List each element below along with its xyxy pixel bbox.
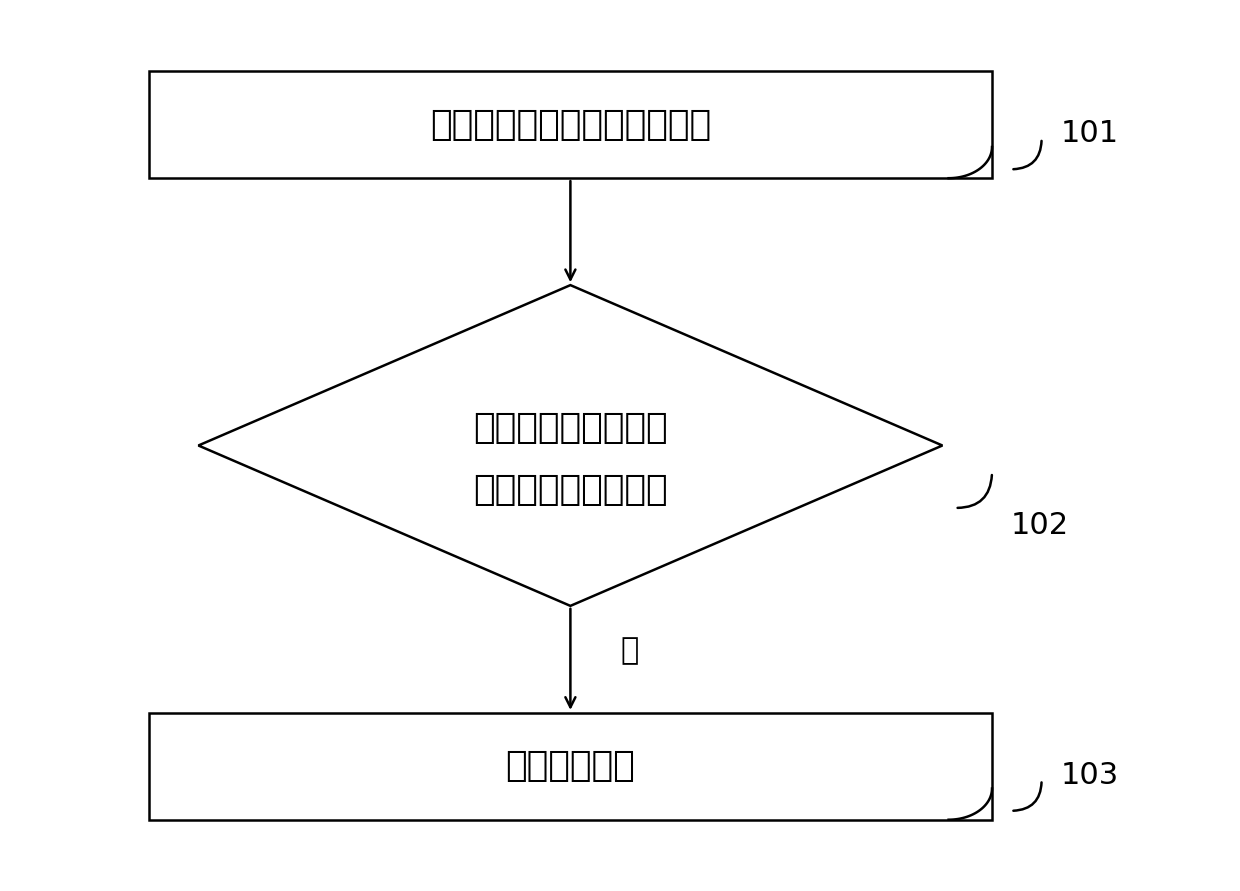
Text: 是: 是 (620, 636, 639, 665)
Text: 否在预设温度范围内: 否在预设温度范围内 (474, 473, 667, 507)
Text: 生成报警信息: 生成报警信息 (506, 749, 635, 783)
Text: 103: 103 (1060, 761, 1118, 789)
Text: 101: 101 (1060, 119, 1118, 148)
Text: 控制器判断温度值是: 控制器判断温度值是 (474, 411, 667, 445)
Text: 光纤检测器检测电芯的温度值: 光纤检测器检测电芯的温度值 (430, 108, 711, 142)
Text: 102: 102 (1011, 511, 1069, 540)
